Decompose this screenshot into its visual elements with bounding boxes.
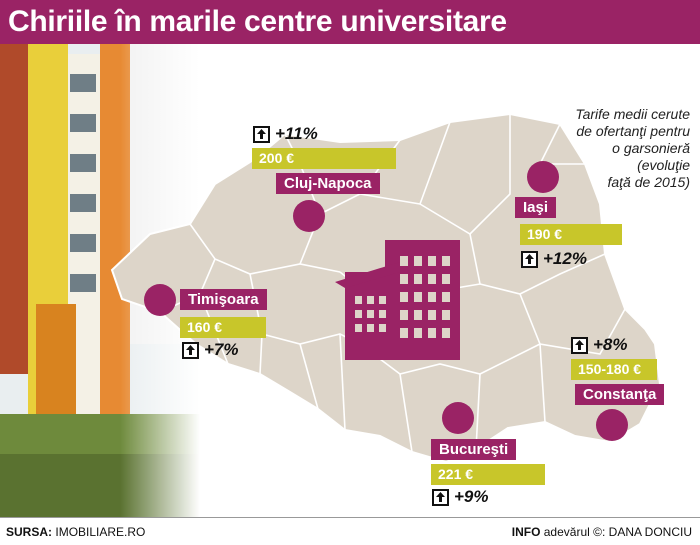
buildings-icon [335,240,460,360]
iasi-change: +12% [521,249,587,269]
iasi-label: Iaşi [515,197,557,218]
legend-line: o garsonieră [612,140,690,156]
legend-note: Tarife medii cerute de ofertanţi pentru … [520,106,690,191]
brand-name: adevărul [543,525,590,539]
bucuresti-change: +9% [432,487,489,507]
city-marker-constanta [596,409,628,441]
legend-line: de ofertanţi pentru [576,123,690,139]
constanta-label: Constanţa [575,384,665,405]
map-stage: Tarife medii cerute de ofertanţi pentru … [0,44,700,517]
info-label: INFO [511,525,541,539]
page-title: Chiriile în marile centre universitare [8,5,507,38]
up-arrow-icon [432,488,449,506]
city-marker-bucuresti [442,402,474,434]
source-label: SURSA: [6,525,53,539]
city-marker-iasi [527,161,559,193]
timisoara-price: 160 € [180,317,266,338]
up-arrow-icon [571,336,588,354]
source-credit: SURSA: IMOBILIARE.RO [6,525,145,539]
bucuresti-label: Bucureşti [431,439,517,460]
up-arrow-icon [253,125,270,143]
city-marker-cluj [293,200,325,232]
cluj-change: +11% [253,124,318,144]
info-credit: INFO adevărul ©: DANA DONCIU [512,525,692,539]
timisoara-change: +7% [182,340,239,360]
legend-line: (evoluţie [637,157,690,173]
constanta-change: +8% [571,335,628,355]
up-arrow-icon [521,250,538,268]
cluj-label: Cluj-Napoca [276,173,380,194]
copyright-mark: ©: [593,525,606,539]
timisoara-label: Timişoara [180,289,267,310]
cluj-price: 200 € [252,148,396,169]
author-name: DANA DONCIU [608,525,692,539]
iasi-price: 190 € [520,224,622,245]
legend-line: Tarife medii cerute [575,106,690,122]
footer: SURSA: IMOBILIARE.RO INFO adevărul ©: DA… [0,517,700,545]
up-arrow-icon [182,341,199,359]
building-photo [0,44,200,517]
title-bar: Chiriile în marile centre universitare [0,0,700,44]
legend-line: faţă de 2015) [607,174,690,190]
source-value: IMOBILIARE.RO [55,525,146,539]
constanta-price: 150-180 € [571,359,657,380]
bucuresti-price: 221 € [431,464,545,485]
city-marker-timisoara [144,284,176,316]
